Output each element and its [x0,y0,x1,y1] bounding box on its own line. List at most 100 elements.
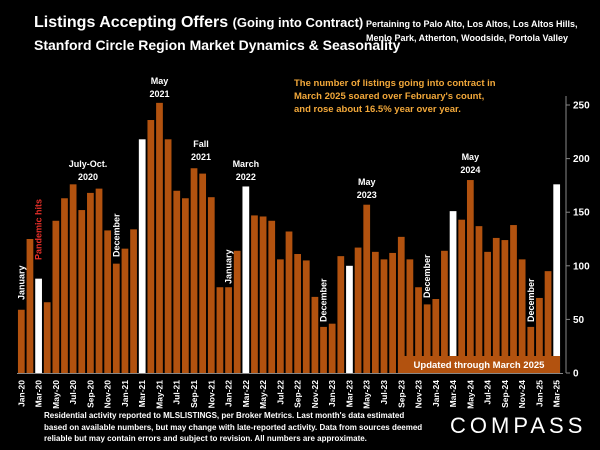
bar-Jan-20 [17,309,25,373]
bar-Oct-20 [95,188,103,373]
bar-Feb-21 [130,229,137,373]
bar-Jun-21 [164,139,172,373]
bar-Oct-22 [302,260,310,373]
annotation-may-2024: May 2024 [460,152,480,175]
x-tick-label-May-23: May-23 [362,380,372,409]
x-tick-label-Jan-23: Jan-23 [327,380,337,407]
title-paren-text: (Going into Contract) [232,15,364,30]
x-tick-label-May-24: May-24 [465,380,475,409]
annotation-december-2022: December [319,278,329,322]
y-tick-label-100: 100 [573,261,590,272]
bar-Oct-23 [406,259,414,373]
bar-Mar-25 [553,184,561,373]
pertaining-note: Pertaining to Palo Alto, Los Altos, Los … [366,19,578,43]
annotation-updated: Updated through March 2025 [414,360,546,371]
x-tick-label-Jan-21: Jan-21 [120,380,130,407]
x-tick-label-Mar-21: Mar-21 [137,380,147,408]
x-tick-label-Sep-22: Sep-22 [293,380,303,408]
footnote: Residential activity reported to MLSLIST… [44,411,423,443]
bar-Nov-24 [518,259,526,373]
x-tick-label-Mar-23: Mar-23 [344,380,354,408]
bar-Apr-21 [147,120,155,373]
chart-subtitle: Stanford Circle Region Market Dynamics &… [34,37,401,53]
bar-Jul-23 [380,259,388,373]
annotation-pandemic-hits: Pandemic hits [34,199,44,260]
bar-Jul-24 [484,251,491,373]
bar-Jan-21 [121,248,129,373]
annotation-callout: The number of listings going into contra… [294,78,496,115]
annotation-december-2024: December [526,278,536,322]
annotation-fall-2021: Fall 2021 [191,139,211,162]
chart-title: Listings Accepting Offers (Going into Co… [34,14,363,32]
bar-Feb-22 [233,250,241,373]
y-tick-label-0: 0 [573,369,579,380]
bar-Sep-23 [397,236,405,373]
x-tick-label-Nov-24: Nov-24 [517,380,527,409]
bar-Aug-22 [285,231,293,373]
bar-Feb-23 [337,256,345,373]
bar-Nov-21 [207,197,215,373]
bar-Mar-21 [138,139,146,373]
bar-Aug-20 [78,210,86,373]
x-tick-label-Sep-24: Sep-24 [500,380,510,408]
x-tick-label-Jan-24: Jan-24 [431,380,441,407]
x-tick-label-Jul-24: Jul-24 [483,380,493,405]
annotation-jul-oct-2020: July-Oct. 2020 [69,159,108,182]
x-tick-label-May-21: May-21 [154,380,164,409]
bar-Jan-24 [432,299,440,373]
x-tick-label-Mar-22: Mar-22 [241,380,251,408]
bar-Jul-20 [69,184,77,373]
x-tick-label-Jan-20: Jan-20 [16,380,26,407]
bar-Feb-24 [441,250,448,373]
bar-Jan-23 [328,323,336,373]
bar-Aug-24 [492,237,500,373]
bar-Feb-20 [26,239,34,373]
x-tick-label-Jul-23: Jul-23 [379,380,389,405]
bar-Mar-20 [35,278,42,373]
bar-Mar-24 [449,211,457,373]
bar-Nov-23 [415,287,422,373]
x-tick-label-Nov-22: Nov-22 [310,380,320,409]
bar-Dec-21 [216,287,224,373]
bar-Sep-22 [294,254,302,373]
updated-box [398,356,560,373]
x-tick-label-Sep-23: Sep-23 [396,380,406,408]
bar-Oct-24 [510,225,517,373]
x-tick-label-Jan-25: Jan-25 [534,380,544,407]
bar-Jun-23 [371,251,379,373]
bar-Jun-24 [475,226,483,373]
bar-Jun-22 [268,220,276,373]
y-tick-label-150: 150 [573,208,590,219]
bar-Sep-24 [501,240,509,373]
bar-Feb-25 [544,271,552,373]
bar-Jan-22 [225,287,232,373]
annotation-december-2020: December [111,213,121,257]
annotation-march-2022: March 2022 [233,159,260,182]
bar-Nov-20 [104,230,112,373]
annotation-january-2020: January [16,265,26,300]
bar-May-23 [363,204,371,373]
bar-May-20 [52,220,60,373]
bar-May-21 [156,102,163,374]
x-tick-label-Mar-25: Mar-25 [552,380,562,408]
x-tick-label-Nov-23: Nov-23 [414,380,424,409]
bar-Jul-21 [173,190,181,373]
x-tick-label-Jan-22: Jan-22 [224,380,234,407]
annotation-december-2023: December [422,254,432,298]
bar-Aug-23 [389,252,396,373]
bar-Apr-23 [354,247,362,373]
bar-Jul-22 [277,259,284,373]
compass-logo: COMPASS [450,413,587,438]
bar-Mar-23 [346,265,353,373]
x-tick-label-Mar-24: Mar-24 [448,380,458,408]
bar-May-24 [466,180,474,373]
annotation-january-2022: January [224,249,234,284]
y-tick-label-200: 200 [573,154,590,165]
bar-Jan-25 [536,297,543,373]
bar-Dec-20 [112,263,120,373]
bar-Jun-20 [61,198,68,373]
x-tick-label-Jul-21: Jul-21 [172,380,182,405]
bar-Apr-24 [458,219,466,373]
x-tick-label-Sep-21: Sep-21 [189,380,199,408]
